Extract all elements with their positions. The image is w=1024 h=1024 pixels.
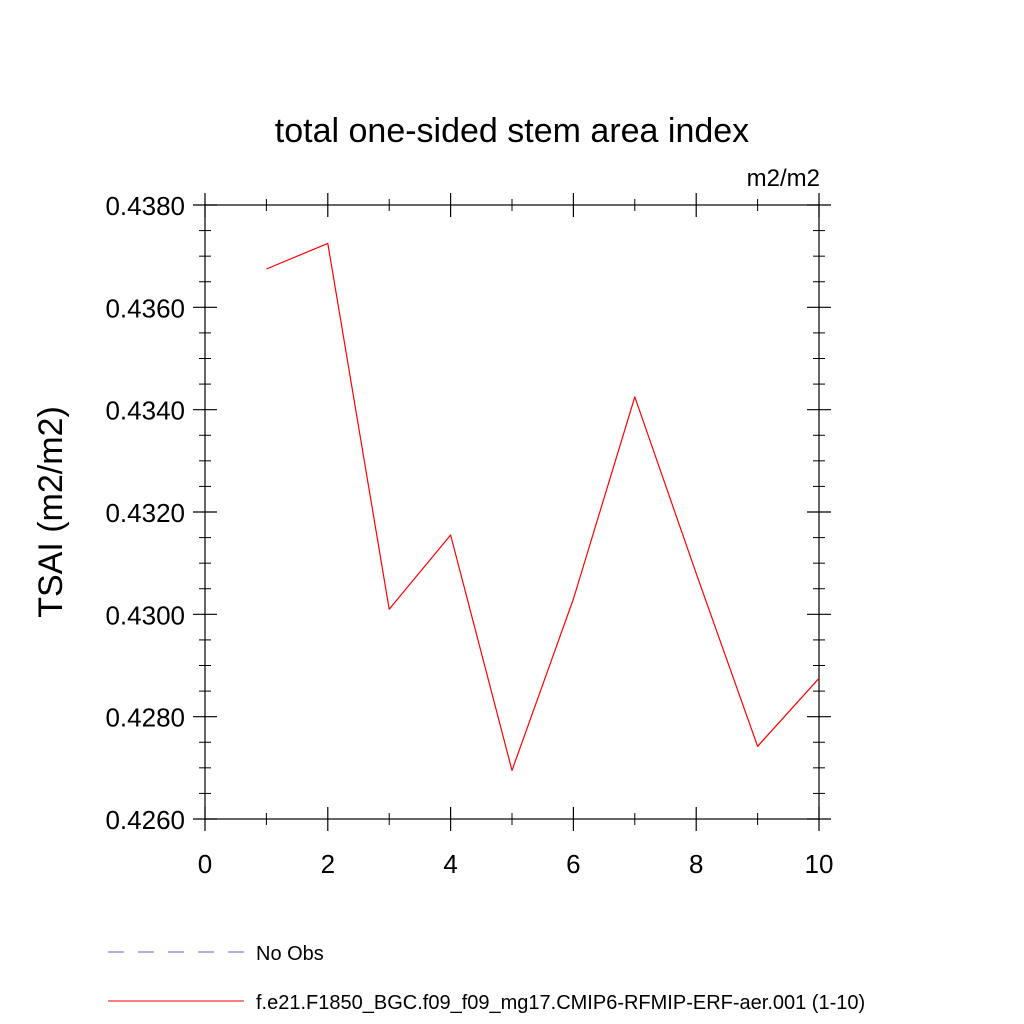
plot-frame xyxy=(204,204,820,820)
y-tick-label: 0.4360 xyxy=(105,293,185,323)
series-layer xyxy=(266,242,820,772)
legend: No Obs f.e21.F1850_BGC.f09_f09_mg17.CMIP6… xyxy=(108,943,865,1014)
x-ticks: 0 2 4 6 8 10 xyxy=(198,193,834,879)
x-tick-label: 6 xyxy=(566,849,580,879)
y-tick-label: 0.4340 xyxy=(105,396,185,426)
y-tick-label: 0.4320 xyxy=(105,498,185,528)
y-tick-label: 0.4300 xyxy=(105,600,185,630)
y-tick-label: 0.4280 xyxy=(105,703,185,733)
x-tick-label: 10 xyxy=(805,849,834,879)
series-line xyxy=(266,242,820,772)
legend-label: No Obs xyxy=(256,943,324,965)
x-tick-label: 4 xyxy=(443,849,457,879)
y-axis-label: TSAI (m2/m2) xyxy=(32,406,70,618)
chart-title: total one-sided stem area index xyxy=(275,112,749,150)
y-tick-label: 0.4260 xyxy=(105,805,185,835)
x-tick-label: 8 xyxy=(689,849,703,879)
y-tick-label: 0.4380 xyxy=(105,191,185,221)
legend-label: f.e21.F1850_BGC.f09_f09_mg17.CMIP6-RFMIP… xyxy=(256,992,865,1014)
y-ticks: 0.4260 0.4280 0.4300 0.4320 0.4340 0.4360 0.43… xyxy=(105,191,831,835)
x-tick-label: 2 xyxy=(321,849,335,879)
units-label: m2/m2 xyxy=(747,165,820,192)
x-tick-label: 0 xyxy=(198,849,212,879)
